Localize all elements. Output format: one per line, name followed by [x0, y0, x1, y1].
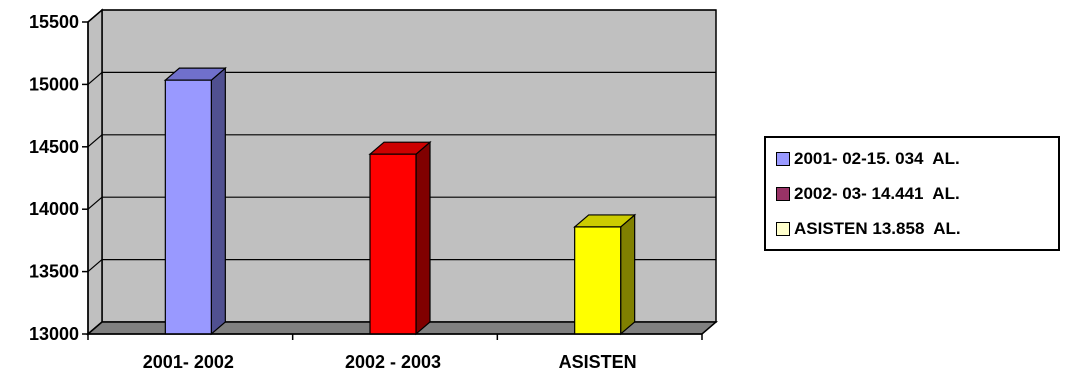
legend: 2001- 02-15. 034 AL. 2002- 03- 14.441 AL… [764, 136, 1060, 251]
y-tick-label: 14000 [29, 199, 79, 219]
legend-swatch [776, 222, 790, 236]
x-tick-label: 2001- 2002 [143, 352, 234, 372]
legend-label: ASISTEN 13.858 AL. [794, 219, 961, 238]
gridline [87, 134, 103, 148]
gridline [87, 259, 103, 273]
y-tick-label: 15500 [29, 12, 79, 32]
legend-label: 2002- 03- 14.441 AL. [794, 184, 960, 203]
bar-side [210, 66, 226, 336]
x-axis-ticks: 2001- 2002 2002 - 2003 ASISTEN [87, 334, 703, 372]
y-tick-label: 13000 [29, 324, 79, 344]
legend-item: 2002- 03- 14.441 AL. [776, 182, 960, 206]
plot-side-wall [87, 8, 103, 336]
bar [369, 153, 417, 335]
bar-side [620, 213, 636, 336]
bar [574, 226, 622, 335]
legend-label: 2001- 02-15. 034 AL. [794, 149, 960, 168]
gridline [87, 71, 103, 85]
y-axis-ticks: 13000 13500 14000 14500 15000 15500 [29, 12, 88, 344]
x-tick-label: 2002 - 2003 [345, 352, 441, 372]
legend-item: ASISTEN 13.858 AL. [776, 217, 961, 241]
legend-item: 2001- 02-15. 034 AL. [776, 147, 960, 171]
y-tick-label: 14500 [29, 137, 79, 157]
legend-swatch [776, 152, 790, 166]
y-tick-label: 15000 [29, 74, 79, 94]
gridline [87, 9, 103, 23]
bar-side [415, 140, 431, 336]
bars [163, 66, 637, 336]
y-tick-label: 13500 [29, 262, 79, 282]
legend-swatch [776, 187, 790, 201]
bar [164, 79, 212, 335]
x-tick-label: ASISTEN [559, 352, 637, 372]
gridline [87, 196, 103, 210]
